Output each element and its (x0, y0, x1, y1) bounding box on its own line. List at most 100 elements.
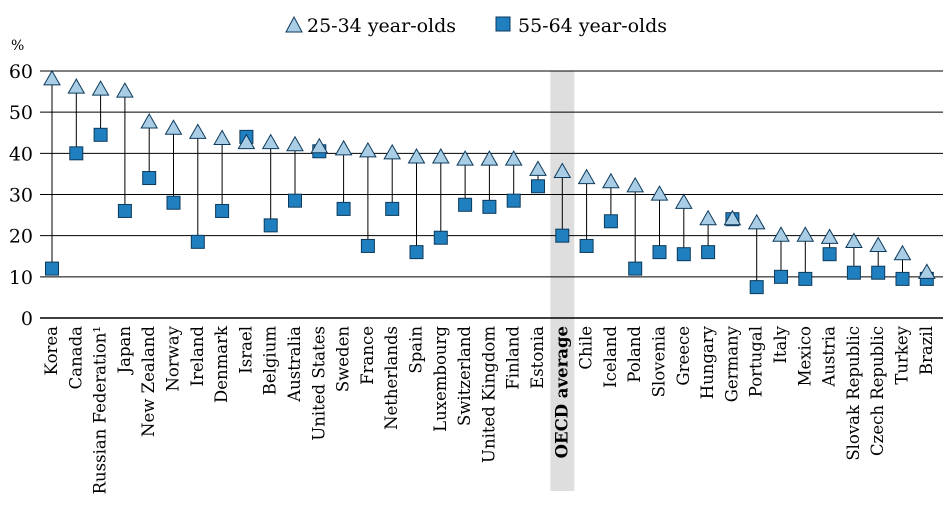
legend-square-marker (495, 16, 511, 32)
triangle-marker-25-34 (431, 148, 450, 164)
triangle-marker-25-34 (723, 209, 742, 226)
square-marker-55-64 (433, 230, 448, 245)
category-label: Hungary (698, 325, 717, 399)
triangle-marker-25-34 (747, 213, 766, 230)
y-tick-label-10: 10 (9, 267, 33, 289)
legend-triangle-marker (285, 15, 303, 33)
square-marker-55-64 (749, 280, 764, 295)
triangle-marker-25-34 (602, 172, 620, 189)
category-label: Canada (66, 326, 85, 389)
triangle-marker-25-34 (91, 80, 110, 96)
triangle-marker-25-34 (577, 168, 596, 185)
triangle-marker-25-34 (796, 226, 815, 242)
category-label: Slovenia (650, 326, 669, 398)
triangle-marker-25-34 (188, 123, 207, 139)
triangle-marker-25-34 (553, 162, 572, 178)
square-marker-55-64 (701, 245, 716, 260)
triangle-marker-25-34 (407, 148, 426, 164)
category-label: Portugal (747, 326, 766, 397)
square-marker-55-64 (822, 247, 837, 262)
category-label: Poland (625, 326, 644, 383)
y-axis-ticks: 0 10 20 30 40 50 60 (9, 61, 33, 330)
triangle-marker-25-34 (261, 133, 280, 150)
square-marker-55-64 (652, 245, 667, 260)
square-marker-55-64 (45, 261, 59, 276)
square-marker-55-64 (458, 197, 473, 212)
triangle-marker-25-34 (310, 137, 329, 154)
square-marker-55-64 (385, 201, 400, 216)
triangle-marker-25-34 (529, 160, 547, 176)
triangle-marker-25-34 (116, 82, 134, 98)
square-marker-55-64 (774, 269, 788, 284)
square-marker-55-64 (482, 199, 497, 214)
triangle-marker-25-34 (869, 236, 888, 253)
square-marker-55-64 (506, 193, 521, 208)
square-marker-55-64 (166, 195, 181, 210)
triangle-marker-25-34 (674, 193, 693, 209)
category-label: Iceland (601, 326, 620, 388)
y-axis-unit-label: % (11, 38, 24, 54)
category-label: Ireland (188, 326, 207, 387)
y-tick-label-20: 20 (9, 226, 33, 248)
triangle-marker-25-34 (480, 150, 499, 166)
y-tick-label-30: 30 (9, 185, 33, 207)
category-label: Denmark (212, 325, 231, 403)
square-marker-55-64 (603, 214, 618, 229)
category-label: Israel (236, 326, 255, 374)
category-label: Finland (504, 326, 523, 390)
triangle-marker-25-34 (772, 226, 790, 242)
triangle-marker-25-34 (237, 133, 256, 150)
category-label: Norway (164, 325, 183, 391)
category-label: New Zealand (139, 326, 158, 437)
category-label: France (358, 326, 377, 385)
category-label: Korea (42, 326, 61, 375)
data-markers (43, 69, 936, 295)
category-label: OECD average (552, 326, 571, 458)
triangle-marker-25-34 (650, 185, 669, 201)
square-marker-55-64 (798, 271, 813, 286)
category-label: Greece (674, 326, 693, 386)
square-marker-55-64 (117, 203, 132, 218)
legend-label-25-34: 25-34 year-olds (307, 15, 456, 37)
category-label: Spain (407, 326, 426, 374)
square-marker-55-64 (846, 265, 861, 280)
square-marker-55-64 (288, 193, 302, 208)
x-axis-categories: Korea Canada Russian Federation¹ Japan New Z… (42, 325, 936, 494)
connector-lines (51, 79, 928, 288)
square-marker-55-64 (895, 271, 910, 286)
category-label: Brazil (917, 326, 936, 375)
square-marker-55-64 (871, 265, 886, 280)
triangle-marker-25-34 (504, 150, 523, 166)
y-tick-label-50: 50 (9, 102, 33, 124)
y-tick-label-0: 0 (21, 308, 33, 330)
category-label: Mexico (795, 326, 814, 386)
square-marker-55-64 (628, 261, 643, 276)
category-label: Slovak Republic (844, 326, 863, 461)
square-marker-55-64 (263, 218, 278, 233)
category-label: Australia (285, 326, 304, 403)
oecd-average-highlight-band (550, 71, 575, 491)
category-label: Austria (820, 326, 839, 388)
triangle-marker-25-34 (164, 119, 183, 135)
triangle-marker-25-34 (893, 244, 912, 261)
category-label: United Kingdom (479, 326, 498, 463)
square-marker-55-64 (579, 238, 594, 253)
square-marker-55-64 (190, 234, 205, 249)
y-tick-label-60: 60 (9, 61, 33, 83)
category-label: Czech Republic (868, 326, 887, 456)
triangle-marker-25-34 (67, 78, 86, 94)
square-marker-55-64 (360, 238, 375, 253)
category-label: Switzerland (455, 326, 474, 426)
legend-label-55-64: 55-64 year-olds (518, 15, 667, 37)
triangle-marker-25-34 (334, 139, 353, 156)
square-marker-55-64 (142, 171, 157, 186)
triangle-marker-25-34 (43, 69, 61, 86)
category-label: Estonia (528, 326, 547, 389)
triangle-marker-25-34 (845, 232, 863, 248)
legend: 25-34 year-olds 55-64 year-olds (285, 15, 667, 37)
triangle-marker-25-34 (359, 141, 377, 158)
square-marker-55-64 (93, 127, 108, 142)
category-label: United States (309, 326, 328, 441)
square-marker-55-64 (676, 247, 691, 262)
